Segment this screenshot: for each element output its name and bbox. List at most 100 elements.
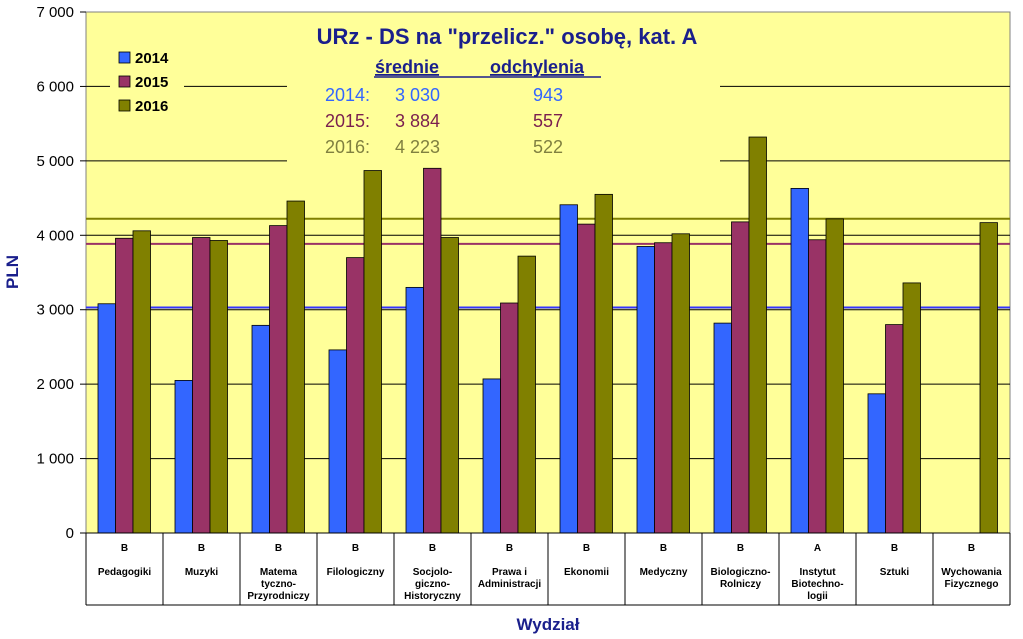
stat-deviation: 557: [533, 111, 563, 131]
category-group-label: B: [121, 543, 128, 554]
bar-2016: [748, 136, 767, 534]
category-label: tyczno-: [261, 579, 296, 590]
category-label: Medyczny: [640, 567, 688, 578]
y-tick-label: 7 000: [36, 4, 74, 21]
bar-2016: [594, 193, 613, 534]
category-group-label: B: [583, 543, 590, 554]
category-group-label: B: [660, 543, 667, 554]
bar-2014: [97, 303, 116, 534]
stat-mean: 3 030: [395, 85, 440, 105]
category-group-label: B: [506, 543, 513, 554]
bar-2015: [500, 302, 519, 534]
category-label: Muzyki: [185, 567, 219, 578]
y-tick-label: 2 000: [36, 376, 74, 393]
bar-2014: [713, 322, 732, 534]
category-label: Socjolo-: [413, 567, 452, 578]
legend-swatch-2014: [118, 51, 131, 64]
category-group-label: B: [198, 543, 205, 554]
category-group-label: B: [275, 543, 282, 554]
legend-label: 2014: [135, 50, 169, 67]
category-group-label: B: [737, 543, 744, 554]
bar-2015: [192, 237, 211, 534]
legend-label: 2016: [135, 98, 168, 115]
bar-2016: [517, 255, 536, 534]
annotation-box: URz - DS na "przelicz." osobę, kat. A śr…: [287, 16, 720, 163]
y-axis-ticks: 0 1 000 2 000 3 000 4 000 5 000 6 000 7 000: [36, 4, 86, 542]
bar-2016: [440, 237, 459, 534]
y-tick-label: 1 000: [36, 451, 74, 468]
legend: 2014 2015 2016: [110, 42, 184, 122]
category-group-label: B: [968, 543, 975, 554]
chart-title: URz - DS na "przelicz." osobę, kat. A: [317, 24, 698, 49]
category-label: Sztuki: [880, 567, 910, 578]
bar-2016: [825, 218, 844, 534]
bar-2015: [346, 257, 365, 534]
bar-2015: [808, 239, 827, 534]
bar-2014: [636, 246, 655, 534]
stat-mean: 3 884: [395, 111, 440, 131]
bar-2015: [577, 223, 596, 534]
stat-year: 2016:: [325, 137, 370, 157]
bar-2015: [731, 221, 750, 534]
category-group-label: B: [429, 543, 436, 554]
bar-2014: [867, 393, 886, 534]
bar-2015: [423, 167, 442, 534]
category-label: giczno-: [415, 579, 450, 590]
bar-2014: [251, 324, 270, 534]
legend-label: 2015: [135, 74, 168, 91]
category-axis: B Pedagogiki B Muzyki B Matematyczno-Przyrodn…: [85, 532, 1011, 606]
category-group-label: A: [814, 543, 821, 554]
stat-year: 2014:: [325, 85, 370, 105]
stat-year: 2015:: [325, 111, 370, 131]
bar-2014: [559, 204, 578, 534]
bar-2016: [286, 200, 305, 534]
category-label: Przyrodniczy: [247, 591, 310, 602]
category-group-label: B: [891, 543, 898, 554]
category-label: Biologiczno-: [711, 567, 771, 578]
bar-2016: [209, 240, 228, 534]
bar-2014: [328, 349, 347, 534]
bar-2016: [132, 230, 151, 534]
y-axis-title: PLN: [3, 255, 22, 289]
header-means: średnie: [375, 57, 439, 77]
category-label: Fizycznego: [945, 579, 999, 590]
category-label: Matema: [260, 567, 298, 578]
category-label: Historyczny: [404, 591, 461, 602]
bar-2015: [269, 225, 288, 534]
category-label: Ekonomii: [564, 567, 609, 578]
category-group-label: B: [352, 543, 359, 554]
category-label: Instytut: [799, 567, 836, 578]
legend-swatch-2015: [118, 75, 131, 88]
bar-2015: [654, 242, 673, 534]
category-label: Rolniczy: [720, 579, 762, 590]
bar-2014: [482, 378, 501, 534]
y-tick-label: 3 000: [36, 302, 74, 319]
category-label: Prawa i: [492, 567, 527, 578]
x-axis-title: Wydział: [517, 615, 580, 634]
bar-2015: [115, 237, 134, 534]
stat-deviation: 522: [533, 137, 563, 157]
category-label: logii: [807, 591, 828, 602]
mean-reference-lines: [86, 217, 1010, 309]
bar-2016: [363, 170, 382, 534]
category-label: Pedagogiki: [98, 567, 152, 578]
category-label: Filologiczny: [327, 567, 385, 578]
category-label: Biotechno-: [791, 579, 843, 590]
category-label: Wychowania: [941, 567, 1002, 578]
bar-2015: [885, 324, 904, 534]
bar-2014: [790, 187, 809, 534]
y-tick-label: 5 000: [36, 153, 74, 170]
bar-2016: [902, 282, 921, 534]
bar-2016: [979, 222, 998, 534]
category-label: Administracji: [478, 579, 542, 590]
legend-swatch-2016: [118, 99, 131, 112]
stat-deviation: 943: [533, 85, 563, 105]
bar-2016: [671, 233, 690, 534]
stat-mean: 4 223: [395, 137, 440, 157]
y-tick-label: 0: [66, 525, 74, 542]
bar-2014: [174, 380, 193, 534]
bar-2014: [405, 286, 424, 534]
y-tick-label: 6 000: [36, 78, 74, 95]
header-deviations: odchylenia: [490, 57, 585, 77]
